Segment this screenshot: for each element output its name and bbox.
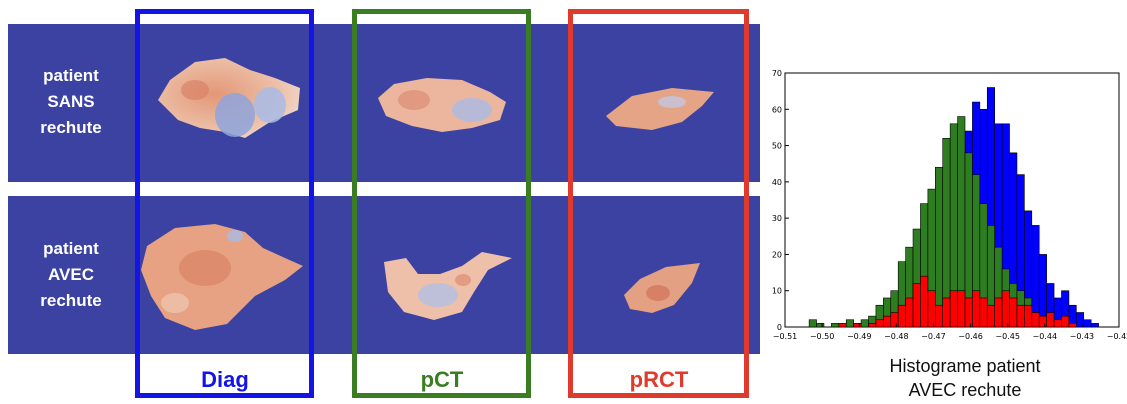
histogram-bar	[957, 290, 966, 328]
histogram-bar	[808, 319, 817, 328]
histogram-bar	[979, 297, 988, 328]
histogram-bar	[875, 319, 884, 328]
histogram-bar	[942, 297, 951, 328]
y-tick-label: 0	[777, 323, 782, 332]
x-tick-label: −0.50	[810, 332, 835, 341]
tumor-image-sans-prct	[606, 88, 714, 130]
tumor-image-avec-diag	[141, 224, 303, 330]
x-tick-label: −0.45	[995, 332, 1020, 341]
histogram-bar	[912, 283, 921, 328]
y-tick-label: 20	[772, 250, 782, 259]
tumor-image-sans-pct	[378, 78, 506, 132]
y-tick-label: 70	[772, 69, 782, 78]
column-label-pct: pCT	[420, 367, 464, 392]
histogram-bar	[1083, 319, 1092, 328]
histogram-bar	[1031, 225, 1040, 328]
y-tick-label: 30	[772, 214, 782, 223]
histogram-bar	[1009, 297, 1018, 328]
histogram-bar	[927, 290, 936, 328]
row-label-line: AVEC	[48, 265, 94, 284]
row-label-line: rechute	[40, 118, 102, 137]
histogram-bar	[1068, 323, 1077, 328]
histogram-bar	[994, 297, 1003, 328]
histogram-bar	[1046, 312, 1055, 328]
x-tick-label: −0.48	[884, 332, 909, 341]
histogram-bar	[897, 304, 906, 328]
histogram-bar	[964, 297, 973, 328]
x-tick-label: −0.42	[1107, 332, 1127, 341]
histogram-bar	[1038, 315, 1047, 328]
histogram-bar	[905, 297, 914, 328]
histogram-chart: −0.51 −0.50 −0.49 −0.48 −0.47 −0.46 −0.45 −0.44…	[767, 63, 1127, 343]
x-tick-label: −0.47	[921, 332, 946, 341]
histogram-svg: −0.51 −0.50 −0.49 −0.48 −0.47 −0.46 −0.45 −0.44…	[772, 69, 1127, 341]
histogram-bar	[838, 323, 847, 328]
histogram-bar	[1001, 290, 1010, 328]
x-tick-label: −0.44	[1033, 332, 1058, 341]
histogram-bar	[1016, 304, 1025, 328]
histogram-bar	[868, 323, 877, 328]
histogram-bar	[935, 167, 944, 328]
histogram-bar	[890, 312, 899, 328]
row-label-line: SANS	[47, 92, 95, 111]
row-label-avec-rechute: patient AVEC rechute	[8, 236, 134, 314]
histogram-bar	[972, 290, 981, 328]
column-label-prct: pRCT	[629, 367, 689, 392]
caption-line: AVEC rechute	[908, 380, 1022, 400]
histogram-bar	[1076, 312, 1085, 328]
row-label-line: patient	[43, 239, 99, 258]
tumor-image-avec-pct	[384, 252, 512, 320]
caption-line: Histograme patient	[889, 356, 1041, 376]
histogram-bar	[853, 323, 862, 328]
y-tick-label: 60	[772, 105, 782, 114]
row-band-avec	[8, 196, 760, 354]
histogram-bar	[949, 290, 958, 328]
histogram-caption: Histograme patient AVEC rechute	[880, 354, 1050, 402]
histogram-bar	[831, 323, 840, 328]
tumor-image-avec-prct	[624, 263, 700, 313]
histogram-bar	[935, 304, 944, 328]
histogram-bar	[920, 275, 929, 328]
y-tick-label: 50	[772, 142, 782, 151]
row-label-line: rechute	[40, 291, 102, 310]
histogram-bar	[883, 315, 892, 328]
histogram-bar	[986, 304, 995, 328]
y-tick-label: 10	[772, 287, 782, 296]
y-tick-label: 40	[772, 178, 782, 187]
row-label-line: patient	[43, 66, 99, 85]
x-tick-label: −0.46	[958, 332, 983, 341]
x-tick-label: −0.51	[773, 332, 798, 341]
x-tick-label: −0.49	[847, 332, 872, 341]
row-label-sans-rechute: patient SANS rechute	[8, 63, 134, 141]
column-frame-prct	[568, 9, 749, 398]
column-label-diag: Diag	[201, 367, 249, 392]
histogram-bar	[1024, 304, 1033, 328]
column-frame-pct	[352, 9, 531, 398]
column-frame-diag	[135, 9, 314, 398]
histogram-bar	[1090, 323, 1099, 328]
histogram-bar	[1031, 312, 1040, 328]
histogram-bar	[1053, 319, 1062, 328]
histogram-bar	[860, 319, 869, 328]
histogram-bar	[845, 319, 854, 328]
x-tick-label: −0.43	[1070, 332, 1095, 341]
tumor-image-sans-diag	[158, 58, 300, 138]
histogram-bar	[1061, 315, 1070, 328]
histogram-bar	[816, 323, 825, 328]
